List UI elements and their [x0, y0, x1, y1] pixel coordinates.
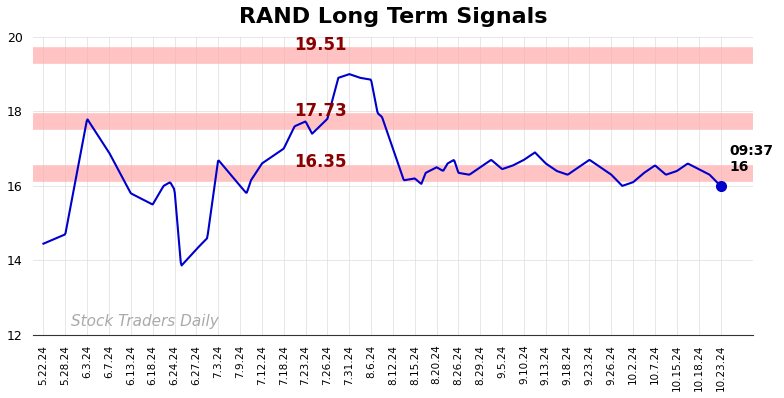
Text: 17.73: 17.73	[294, 102, 347, 120]
Text: 16.35: 16.35	[294, 153, 347, 171]
Text: 19.51: 19.51	[294, 35, 347, 53]
Title: RAND Long Term Signals: RAND Long Term Signals	[238, 7, 547, 27]
Text: 09:37
16: 09:37 16	[729, 144, 773, 174]
Text: Stock Traders Daily: Stock Traders Daily	[71, 314, 218, 329]
